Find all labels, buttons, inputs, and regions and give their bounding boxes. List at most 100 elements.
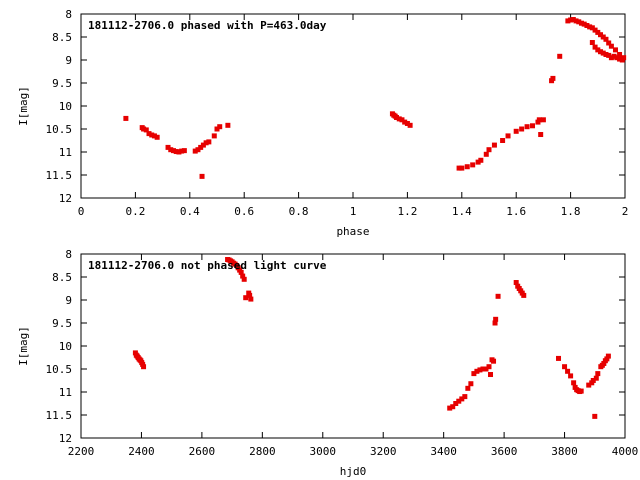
data-point (465, 385, 471, 391)
y-axis-label: I[mag] (17, 86, 30, 126)
x-tick-label: 1.6 (506, 205, 526, 218)
y-tick-label: 10.5 (46, 123, 73, 136)
data-point (587, 24, 593, 30)
y-tick-label: 8.5 (52, 271, 72, 284)
data-point (603, 51, 609, 57)
data-point (589, 40, 595, 46)
data-point (141, 364, 147, 370)
y-tick-labels: 8 8.5 9 9.5 10 10.5 11 11.5 12 (46, 8, 73, 205)
data-point (151, 133, 157, 139)
data-point (586, 382, 592, 388)
data-point (486, 364, 492, 370)
data-point (538, 132, 544, 138)
data-point (181, 148, 187, 154)
data-point (617, 51, 623, 57)
phased-light-curve-panel: 0 0.2 0.4 0.6 0.8 1 1.2 1.4 1.6 1.8 2 8 8.5 9 9.5 10 10… (17, 8, 628, 238)
data-point (590, 378, 596, 383)
data-point (462, 394, 468, 400)
data-point (478, 157, 484, 163)
x-tick-label: 1.4 (452, 205, 472, 218)
x-tick-label: 0 (78, 205, 85, 218)
x-tick-label: 4000 (612, 445, 639, 458)
data-point (456, 398, 462, 404)
data-point (206, 139, 212, 145)
data-point (149, 132, 155, 138)
x-tick-label: 3000 (310, 445, 337, 458)
y-tick-label: 9.5 (52, 77, 72, 90)
chart-title: 181112-2706.0 not phased light curve (88, 259, 327, 272)
x-tick-label: 2200 (68, 445, 95, 458)
x-tick-label: 3800 (551, 445, 578, 458)
data-point (200, 142, 206, 148)
data-point (179, 148, 185, 154)
plot-frame (80, 253, 626, 439)
data-point (399, 117, 405, 123)
data-point (199, 173, 205, 179)
data-point (483, 151, 489, 157)
x-tick-label: 3400 (430, 445, 457, 458)
y-tick-label: 8 (65, 8, 72, 21)
x-tick-label: 1 (350, 205, 357, 218)
data-point (477, 367, 483, 373)
data-point (608, 55, 614, 61)
data-point (491, 142, 497, 148)
data-point (170, 148, 176, 154)
tick-marks (80, 13, 626, 199)
data-point (519, 126, 525, 132)
data-point (447, 405, 453, 411)
data-point (603, 36, 609, 42)
data-point (483, 366, 489, 372)
data-point (195, 147, 201, 153)
data-point (471, 371, 477, 377)
data-point (600, 50, 606, 56)
data-point (592, 413, 598, 419)
x-tick-label: 0.4 (180, 205, 200, 218)
data-point (570, 17, 576, 23)
data-point (530, 123, 536, 129)
data-point (617, 56, 623, 62)
data-point (491, 358, 497, 364)
data-point (604, 356, 610, 362)
data-point (123, 115, 129, 121)
data-point (404, 120, 410, 126)
data-point (247, 292, 253, 298)
data-point (464, 164, 470, 170)
data-point (595, 29, 601, 35)
chart-title: 181112-2706.0 phased with P=463.0day (88, 19, 327, 32)
data-point (578, 20, 584, 26)
data-point (396, 116, 402, 122)
x-tick-label: 3200 (370, 445, 397, 458)
data-point (611, 53, 617, 59)
data-point (612, 47, 618, 53)
x-tick-label: 3600 (491, 445, 518, 458)
data-point (402, 119, 408, 125)
data-point (173, 149, 179, 155)
y-tick-labels: 8 8.5 9 9.5 10 10.5 11 11.5 12 (46, 248, 73, 445)
data-point (143, 127, 149, 133)
data-point (592, 44, 598, 50)
x-tick-labels: 2200 2400 2600 2800 3000 3200 3400 3600 3800 4000 (68, 445, 639, 458)
data-points (123, 17, 627, 179)
data-point (598, 32, 604, 38)
data-point (571, 380, 577, 386)
y-tick-label: 12 (59, 192, 72, 205)
data-point (540, 117, 546, 123)
y-tick-label: 9 (65, 294, 72, 307)
tick-marks (80, 253, 626, 439)
y-tick-label: 11.5 (46, 169, 73, 182)
y-tick-label: 9 (65, 54, 72, 67)
data-point (474, 368, 480, 374)
data-point (565, 18, 571, 24)
data-point (248, 296, 254, 302)
x-tick-label: 2600 (189, 445, 216, 458)
x-tick-label: 1.2 (397, 205, 417, 218)
data-point (141, 126, 147, 132)
data-point (198, 144, 204, 150)
data-point (407, 122, 413, 128)
data-point (475, 159, 481, 165)
data-point (573, 18, 579, 24)
data-point (214, 126, 220, 132)
x-tick-label: 2800 (249, 445, 276, 458)
unphased-light-curve-panel: 2200 2400 2600 2800 3000 3200 3400 3600 3800 4000… (17, 248, 638, 478)
